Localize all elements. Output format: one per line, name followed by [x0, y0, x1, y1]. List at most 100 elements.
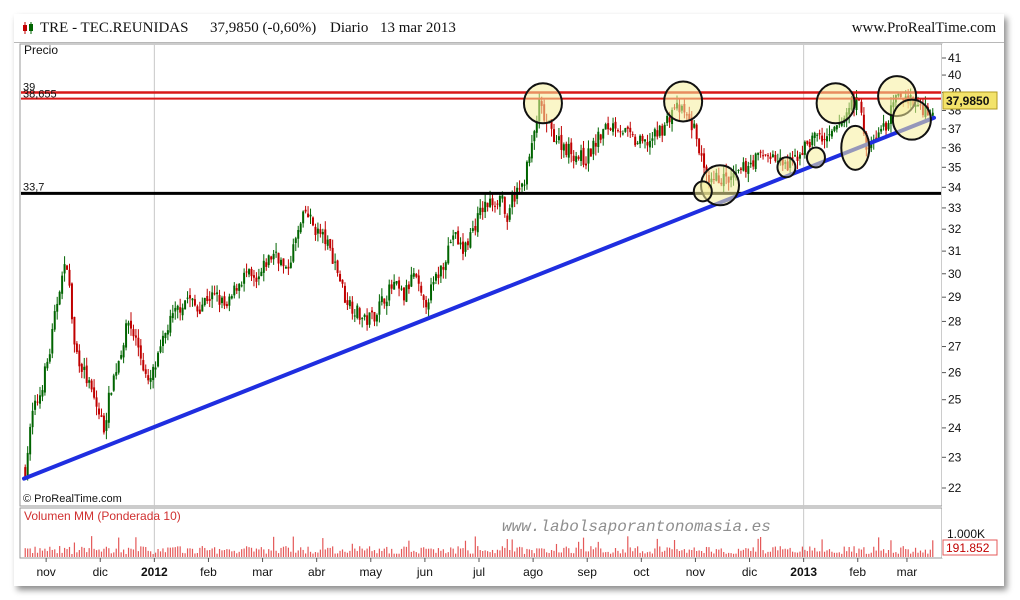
candle-body: [110, 393, 113, 395]
candle-body: [698, 138, 701, 154]
candle-body: [395, 281, 398, 284]
candle-body: [343, 285, 346, 303]
candle-body: [220, 297, 223, 304]
highlight-ellipse: [692, 180, 713, 203]
candle-body: [230, 296, 233, 299]
x-tick-label: feb: [849, 565, 866, 579]
candle-body: [454, 231, 457, 235]
candle-body: [36, 401, 39, 403]
candle-body: [270, 256, 273, 260]
candle-body: [339, 273, 342, 282]
candle-body: [250, 268, 253, 277]
candle-body: [90, 380, 93, 390]
y-tick-label: 33: [948, 201, 962, 215]
candle-body: [880, 128, 883, 132]
candle-body: [400, 288, 403, 290]
candle-body: [885, 122, 888, 131]
candle-body: [24, 467, 27, 478]
candle-body: [705, 166, 708, 173]
y-tick-label: 31: [948, 244, 962, 258]
x-tick-label: nov: [36, 565, 55, 579]
last-price-badge-bg: [942, 91, 998, 110]
candle-body: [887, 123, 890, 130]
volume-panel-label: Volumen MM (Ponderada 10): [24, 509, 181, 523]
candle-body: [798, 154, 801, 159]
y-tick-label: 35: [948, 160, 962, 174]
x-tick-label: mar: [897, 565, 918, 579]
candle-body: [838, 123, 841, 125]
y-tick-label: 23: [948, 450, 962, 464]
last-volume-badge: 191.852: [946, 541, 990, 555]
candle-body: [186, 297, 189, 299]
candle-body: [823, 138, 826, 141]
y-tick-label: 22: [948, 481, 962, 495]
candle-body: [176, 305, 179, 310]
candle-body: [616, 130, 619, 132]
brand-link[interactable]: www.ProRealTime.com: [851, 20, 996, 36]
candle-body: [648, 141, 651, 148]
y-axis-ticks: 2223242526272829303132333435363738394041: [942, 51, 962, 495]
x-tick-label: jun: [416, 565, 433, 579]
candle-body: [641, 135, 644, 142]
candle-body: [51, 329, 54, 354]
candle-body: [481, 207, 484, 213]
candle-body: [703, 153, 706, 168]
candle-body: [98, 408, 101, 415]
candle-body: [331, 247, 334, 264]
candle-body: [193, 299, 196, 306]
candle-body: [132, 329, 135, 337]
candle-body: [341, 279, 344, 284]
price-panel-label: Precio: [24, 43, 58, 57]
candle-body: [198, 309, 201, 314]
candle-body: [464, 242, 467, 252]
candle-body: [375, 315, 378, 322]
candle-body: [319, 229, 322, 234]
candle-body: [862, 114, 865, 134]
volume-bars: [24, 536, 934, 557]
candle-body: [137, 337, 140, 348]
candle-body: [474, 225, 477, 231]
y-tick-label: 36: [948, 141, 962, 155]
candle-body: [476, 213, 479, 233]
candle-body: [498, 196, 501, 207]
candle-body: [624, 128, 627, 132]
x-axis-ticks: nov dic 2012 feb mar abr may jun jul ago sep oct nov…: [36, 558, 917, 579]
candle-body: [833, 126, 836, 131]
candle-body: [651, 138, 654, 141]
candle-body: [267, 255, 270, 266]
candle-body: [530, 143, 533, 159]
support-label: 33,7: [23, 181, 44, 193]
candle-body: [304, 209, 307, 212]
candle-body: [695, 124, 698, 140]
y-tick-label: 30: [948, 267, 962, 281]
candle-body: [430, 284, 433, 301]
candle-body: [95, 397, 98, 407]
candle-body: [201, 304, 204, 312]
candle-body: [388, 284, 391, 301]
y-tick-label: 41: [948, 51, 962, 65]
candle-body: [489, 198, 492, 207]
candle-body: [120, 355, 123, 359]
candle-body: [739, 168, 742, 170]
candle-body: [486, 202, 489, 208]
candle-body: [324, 229, 327, 245]
y-tick-label: 32: [948, 222, 962, 236]
candle-body: [666, 115, 669, 124]
candle-body: [169, 315, 172, 333]
candle-body: [393, 281, 396, 290]
candle-body: [658, 125, 661, 136]
candle-body: [144, 369, 147, 374]
candle-body: [808, 141, 811, 148]
candle-body: [752, 160, 755, 167]
candle-body: [29, 426, 32, 455]
candle-body: [749, 162, 752, 165]
candle-body: [58, 291, 61, 305]
candle-body: [425, 299, 428, 308]
candle-body: [594, 142, 597, 147]
candle-body: [580, 150, 583, 162]
y-tick-label: 37: [948, 122, 962, 136]
candle-body: [794, 155, 797, 157]
candle-body: [351, 301, 354, 314]
highlight-ellipse: [815, 82, 856, 125]
candle-body: [521, 183, 524, 187]
